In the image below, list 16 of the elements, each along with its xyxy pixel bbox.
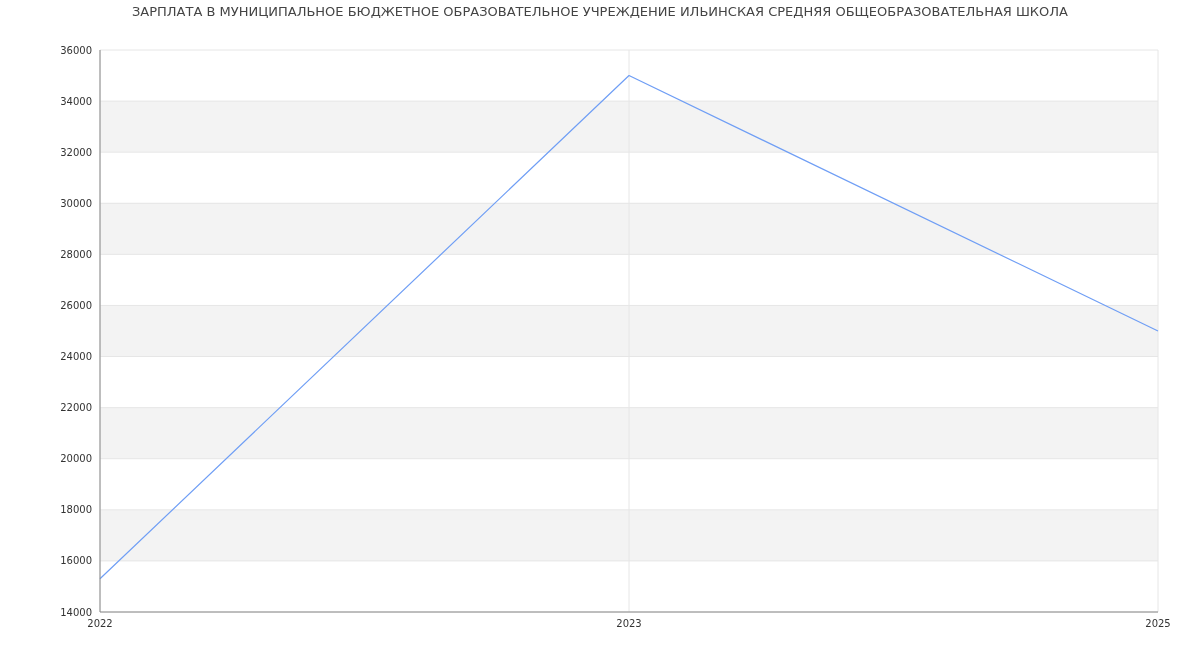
y-tick-label: 32000 xyxy=(60,146,92,158)
y-tick-label: 28000 xyxy=(60,248,92,260)
x-tick-label: 2022 xyxy=(87,618,113,630)
y-tick-label: 20000 xyxy=(60,453,92,465)
y-tick-label: 34000 xyxy=(60,95,92,107)
y-tick-label: 26000 xyxy=(60,300,92,311)
x-tick-label: 2023 xyxy=(616,618,642,630)
y-tick-label: 36000 xyxy=(60,44,92,56)
chart-title: ЗАРПЛАТА В МУНИЦИПАЛЬНОЕ БЮДЖЕТНОЕ ОБРАЗОВАТЕЛЬНОЕ УЧРЕЖДЕНИЕ ИЛЬИНСКАЯ СРЕДНЯЯ ОБЩЕОБРАЗОВАТЕЛЬНАЯ ШКОЛА xyxy=(131,4,1069,21)
x-tick-label: 2025 xyxy=(1145,618,1171,630)
y-tick-label: 30000 xyxy=(60,197,92,209)
y-tick-label: 16000 xyxy=(60,555,92,567)
y-tick-label: 22000 xyxy=(60,402,92,414)
y-tick-label: 18000 xyxy=(60,504,92,516)
y-tick-label: 14000 xyxy=(60,606,92,618)
y-tick-label: 24000 xyxy=(60,351,92,363)
